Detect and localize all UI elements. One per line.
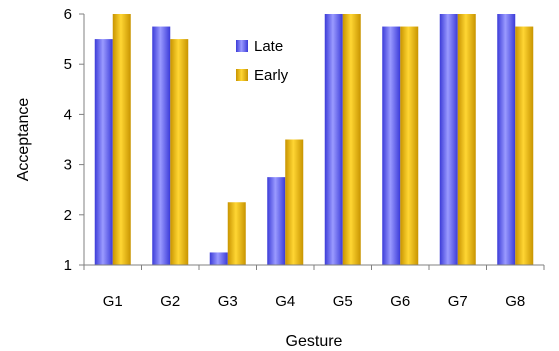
x-tick-label: G2: [160, 293, 180, 310]
axes-group: [79, 13, 545, 270]
bar-early-g8: [515, 26, 534, 265]
bar-late-g3: [209, 252, 228, 265]
bar-late-g1: [94, 39, 113, 265]
legend-label-early: Early: [254, 67, 289, 84]
bar-early-g1: [112, 14, 131, 265]
bar-late-g6: [382, 26, 401, 265]
bar-late-g5: [324, 14, 343, 265]
bars-group: [94, 14, 534, 265]
x-tick-label: G3: [218, 293, 238, 310]
y-tick-label: 2: [64, 207, 72, 224]
bar-early-g6: [400, 26, 419, 265]
legend-label-late: Late: [254, 38, 283, 55]
bar-early-g4: [285, 139, 304, 265]
y-tick-label: 3: [64, 157, 72, 174]
x-tick-label: G1: [103, 293, 123, 310]
x-tick-label: G4: [275, 293, 295, 310]
bar-late-g4: [267, 177, 286, 265]
bar-early-g7: [457, 14, 476, 265]
x-tick-label: G8: [505, 293, 525, 310]
bar-early-g5: [342, 14, 361, 265]
bar-late-g7: [439, 14, 458, 265]
x-tick-label: G6: [390, 293, 410, 310]
y-tick-label: 1: [64, 257, 72, 274]
y-tick-label: 6: [64, 6, 72, 23]
x-axis-title: Gesture: [286, 333, 343, 350]
bar-early-g3: [227, 202, 246, 265]
bar-late-g8: [497, 14, 516, 265]
x-tick-label: G5: [333, 293, 353, 310]
legend-swatch-early: [236, 69, 248, 81]
y-tick-label: 4: [64, 106, 72, 123]
bar-early-g2: [170, 39, 189, 265]
bar-late-g2: [152, 26, 171, 265]
labels-group: 1 2 3 4 5 6 G1 G2 G3 G4 G5 G6 G7 G8 Gesture Acceptance: [15, 6, 525, 350]
x-tick-label: G7: [448, 293, 468, 310]
legend: Late Early: [236, 38, 289, 84]
legend-swatch-late: [236, 40, 248, 52]
y-tick-label: 5: [64, 56, 72, 73]
y-axis-title: Acceptance: [15, 98, 32, 182]
